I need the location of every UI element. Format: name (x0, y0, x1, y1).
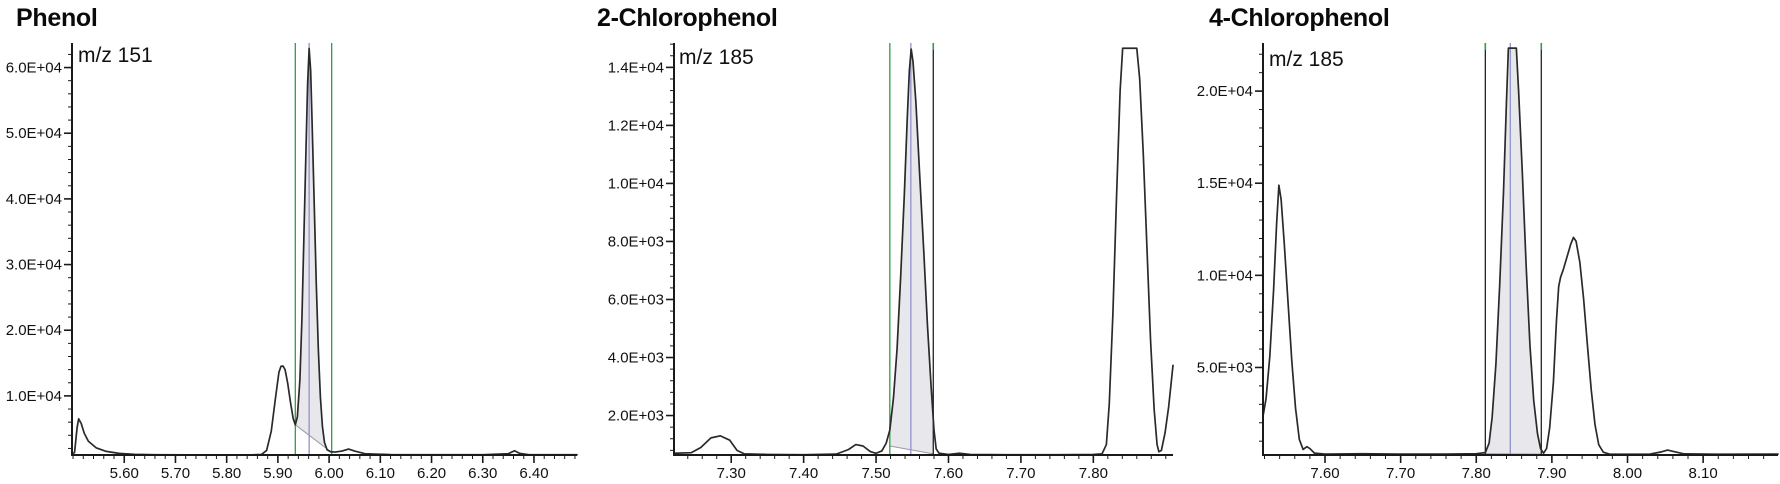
chart-1: 7.30 7.40 7.50 7.60 7.70 7.80 2.0E+03 4.0E+03 6.… (608, 43, 1174, 482)
x-tick-label: 7.80 (1079, 465, 1108, 482)
y-tick-label: 1.4E+04 (608, 59, 664, 76)
y-tick-label: 6.0E+03 (608, 291, 664, 308)
x-tick-label: 7.60 (934, 465, 963, 482)
x-tick-label: 8.10 (1689, 465, 1718, 482)
x-tick-label: 7.50 (861, 465, 890, 482)
x-tick-label: 6.40 (519, 465, 548, 482)
y-tick-label: 3.0E+04 (6, 257, 62, 274)
y-tick-label: 5.0E+04 (6, 125, 62, 142)
x-tick-label: 7.80 (1462, 465, 1491, 482)
x-tick-label: 6.10 (366, 465, 395, 482)
chromatogram-curve (1262, 47, 1779, 456)
y-tick-label: 4.0E+04 (6, 191, 62, 208)
mz-annotation-4-chlorophenol: m/z 185 (1269, 48, 1344, 71)
y-tick-label: 1.2E+04 (608, 117, 664, 134)
peak-shade-area (295, 48, 332, 453)
mz-annotation-2-chlorophenol: m/z 185 (679, 46, 754, 69)
x-tick-label: 5.80 (212, 465, 241, 482)
peak-shade-area (1485, 48, 1542, 455)
y-tick-label: 2.0E+04 (6, 322, 62, 339)
axes (1262, 43, 1778, 456)
x-tick-label: 6.30 (468, 465, 497, 482)
x-tick-label: 7.90 (1537, 465, 1566, 482)
integration-baseline (889, 445, 934, 455)
chart-title-4-chlorophenol: 4-Chlorophenol (1209, 4, 1390, 32)
ticks-and-labels: 7.30 7.40 7.50 7.60 7.70 7.80 2.0E+03 4.0E+03 6.… (608, 43, 1167, 482)
x-tick-label: 7.30 (717, 465, 746, 482)
chart-title-phenol: Phenol (16, 4, 98, 32)
x-tick-label: 8.00 (1613, 465, 1642, 482)
y-tick-label: 1.5E+04 (1197, 175, 1253, 192)
ticks-and-labels: 7.60 7.70 7.80 7.90 8.00 8.10 5.0E+03 1.0E+04 1.… (1197, 53, 1765, 482)
x-tick-label: 7.40 (789, 465, 818, 482)
y-tick-label: 6.0E+04 (6, 60, 62, 77)
mz-annotation-phenol: m/z 151 (78, 44, 153, 67)
y-tick-label: 1.0E+04 (6, 388, 62, 405)
x-tick-label: 6.00 (315, 465, 344, 482)
y-tick-label: 1.0E+04 (1197, 267, 1253, 284)
y-tick-label: 8.0E+03 (608, 233, 664, 250)
y-tick-label: 2.0E+04 (1197, 83, 1253, 100)
axes (71, 43, 577, 456)
y-tick-label: 4.0E+03 (608, 350, 664, 367)
chart-0: 5.60 5.70 5.80 5.90 6.00 6.10 6.20 6.30 6.40 1.0E… (6, 43, 578, 482)
peak-shade-area (889, 49, 934, 454)
x-tick-label: 7.70 (1386, 465, 1415, 482)
x-tick-label: 5.70 (161, 465, 190, 482)
x-tick-label: 7.60 (1310, 465, 1339, 482)
x-tick-label: 7.70 (1006, 465, 1035, 482)
x-tick-label: 5.90 (263, 465, 292, 482)
y-tick-label: 1.0E+04 (608, 175, 664, 192)
x-tick-label: 5.60 (110, 465, 139, 482)
chart-2: 7.60 7.70 7.80 7.90 8.00 8.10 5.0E+03 1.0E+04 1.… (1197, 43, 1779, 482)
ticks-and-labels: 5.60 5.70 5.80 5.90 6.00 6.10 6.20 6.30 6.40 1.0E… (6, 53, 576, 482)
x-tick-label: 6.20 (417, 465, 446, 482)
chromatogram-curve (71, 47, 578, 456)
y-tick-label: 5.0E+03 (1197, 359, 1253, 376)
y-tick-label: 2.0E+03 (608, 408, 664, 425)
chart-title-2-chlorophenol: 2-Chlorophenol (597, 4, 778, 32)
